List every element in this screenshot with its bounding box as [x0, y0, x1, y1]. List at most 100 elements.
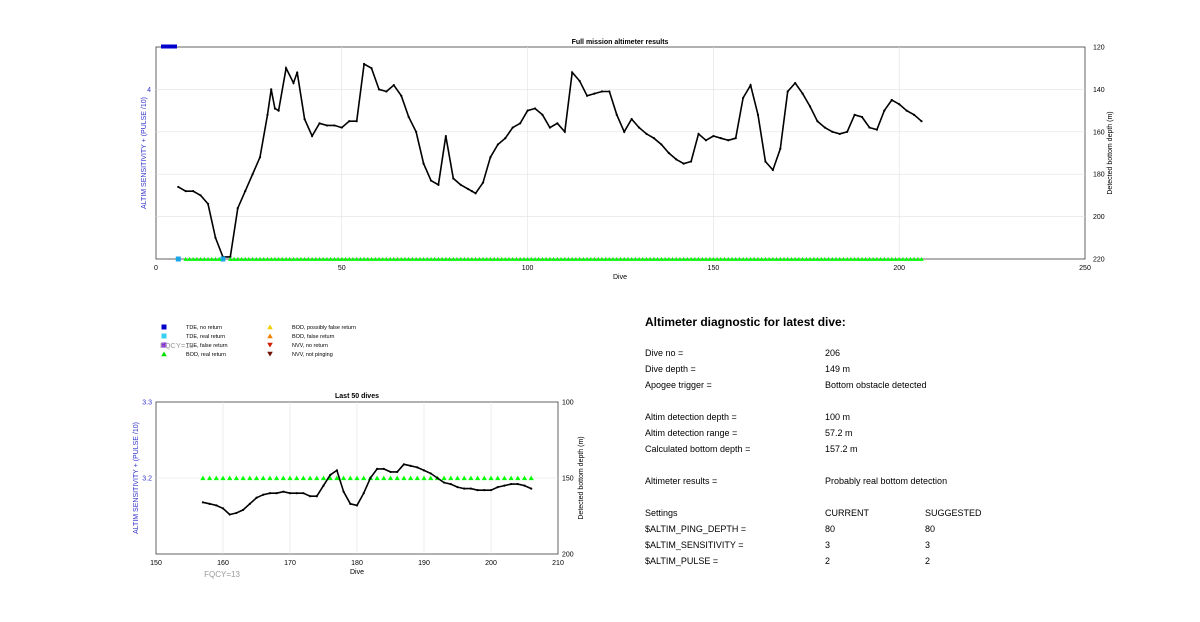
- bod-real-return-marker: [239, 256, 244, 261]
- diag-value: Bottom obstacle detected: [825, 380, 927, 390]
- bottom-depth-point: [533, 107, 537, 110]
- bod-real-return-marker: [759, 256, 765, 261]
- x-tick-label: 150: [150, 560, 162, 567]
- bottom-depth-point: [801, 92, 804, 95]
- bottom-depth-point: [667, 151, 670, 155]
- bod-real-return-marker: [503, 256, 508, 261]
- bottom-depth-point: [318, 122, 321, 125]
- bottom-depth-point: [496, 486, 499, 489]
- right-y-tick-label: 120: [1093, 45, 1105, 52]
- bod-real-return-marker: [384, 256, 389, 261]
- bod-real-return-marker: [194, 256, 200, 261]
- bod-real-return-marker: [314, 475, 320, 481]
- bottom-depth-point: [779, 147, 782, 150]
- bod-real-return-marker: [335, 256, 341, 261]
- settings-row-pulse: $ALTIM_PULSE = 2 2: [645, 556, 1125, 570]
- bod-real-return-marker: [380, 256, 385, 261]
- bod-real-return-marker: [421, 256, 426, 261]
- bottom-depth-point: [273, 107, 277, 110]
- bod-real-return-marker: [207, 475, 213, 481]
- bod-real-return-marker: [525, 256, 530, 261]
- bod-real-return-marker: [261, 256, 267, 261]
- bod-real-return-marker: [361, 475, 367, 481]
- bod-real-return-marker: [187, 256, 192, 261]
- bottom-depth-point: [645, 132, 648, 136]
- bottom-depth-line: [177, 62, 923, 258]
- bod-real-return-marker: [863, 256, 869, 261]
- bod-real-return-marker: [300, 475, 306, 481]
- bod-real-return-marker: [343, 256, 348, 261]
- bod-real-return-marker: [733, 256, 738, 261]
- setting-current: 3: [825, 540, 831, 550]
- setting-suggested: 2: [925, 556, 931, 566]
- bod-real-return-marker: [417, 256, 423, 261]
- bod-real-return-marker: [480, 256, 486, 261]
- bod-real-return-marker: [458, 256, 464, 261]
- bod-real-return-marker: [276, 256, 281, 261]
- legend-triangle-marker: [267, 333, 273, 339]
- bod-real-return-marker: [885, 256, 891, 261]
- diag-value: Probably real bottom detection: [825, 476, 948, 486]
- setting-label: $ALTIM_SENSITIVITY =: [645, 540, 744, 550]
- bod-real-return-marker: [354, 256, 359, 261]
- bottom-depth-point: [295, 492, 298, 495]
- diag-label: Altim detection range =: [645, 428, 738, 438]
- last-50-xlabel: Dive: [350, 569, 364, 576]
- bottom-depth-point: [467, 187, 470, 191]
- legend-triangle-marker: [267, 324, 273, 330]
- right-y-tick-label: 200: [1093, 214, 1105, 221]
- bod-real-return-marker: [599, 256, 605, 261]
- diag-row-apogee-trigger: Apogee trigger = Bottom obstacle detecte…: [645, 380, 1125, 394]
- bottom-depth-point: [868, 126, 871, 129]
- legend-fqcy-overlay: FQCY=13: [160, 341, 194, 350]
- bod-real-return-marker: [231, 256, 237, 261]
- legend-label: TDE, real return: [186, 334, 225, 340]
- bod-real-return-marker: [633, 256, 638, 261]
- bottom-depth-point: [563, 130, 566, 133]
- bod-real-return-marker: [421, 475, 427, 481]
- bottom-depth-point: [244, 190, 247, 193]
- bod-real-return-marker: [893, 256, 898, 261]
- x-tick-label: 150: [708, 265, 720, 272]
- bottom-depth-point: [228, 513, 231, 516]
- full-mission-right-ylabel: Detected bottom depth (m): [1107, 111, 1114, 194]
- bottom-depth-point: [206, 202, 210, 205]
- bod-real-return-marker: [242, 256, 248, 261]
- bottom-depth-point: [712, 134, 715, 138]
- settings-suggested-header: SUGGESTED: [925, 508, 982, 518]
- diag-label: Dive depth =: [645, 364, 696, 374]
- bod-real-return-marker: [569, 256, 575, 261]
- bod-real-return-marker: [543, 256, 549, 261]
- tde-real-return-marker: [175, 256, 181, 262]
- diag-value: 206: [825, 348, 841, 358]
- setting-current: 2: [825, 556, 831, 566]
- bod-real-return-marker: [398, 256, 404, 261]
- bod-real-return-marker: [889, 256, 895, 261]
- legend-triangle-marker: [267, 351, 273, 357]
- bottom-depth-point: [697, 132, 700, 136]
- bod-real-return-marker: [291, 256, 296, 261]
- bod-real-return-marker: [267, 475, 273, 481]
- bod-real-return-marker: [711, 256, 716, 261]
- bod-real-return-marker: [581, 256, 586, 261]
- bod-real-return-marker: [521, 256, 527, 261]
- bottom-depth-point: [296, 71, 299, 74]
- bottom-depth-point: [288, 492, 292, 495]
- legend-triangle-marker: [161, 351, 167, 357]
- bod-real-return-marker: [332, 256, 337, 261]
- bod-real-return-marker: [874, 256, 880, 261]
- bottom-depth-point: [456, 486, 459, 489]
- bottom-depth-point: [637, 126, 641, 129]
- bod-real-return-marker: [454, 256, 460, 261]
- setting-label: $ALTIM_PING_DEPTH =: [645, 524, 747, 534]
- bod-real-return-marker: [856, 256, 861, 261]
- bottom-depth-point: [402, 463, 405, 466]
- bod-real-return-marker: [265, 256, 270, 261]
- bod-real-return-marker: [462, 256, 467, 261]
- bod-real-return-marker: [294, 256, 300, 261]
- bod-real-return-marker: [662, 256, 668, 261]
- bottom-depth-point: [335, 469, 338, 472]
- right-y-tick-label: 150: [562, 476, 574, 483]
- bod-real-return-marker: [298, 256, 304, 261]
- diag-row-detection-depth: Altim detection depth = 100 m: [645, 412, 1125, 426]
